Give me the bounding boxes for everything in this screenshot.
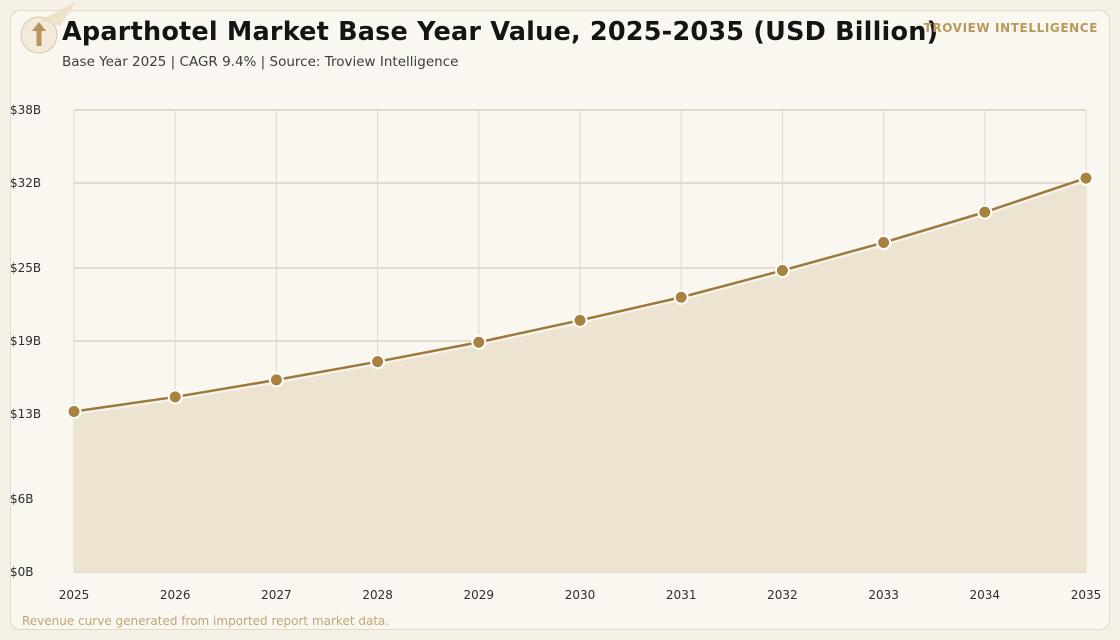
- area-fill: [74, 178, 1086, 572]
- x-tick-label: 2027: [261, 588, 292, 602]
- area-fill-group: [74, 178, 1086, 572]
- chart-title: Aparthotel Market Base Year Value, 2025-…: [62, 17, 939, 47]
- data-point: [471, 334, 487, 350]
- up-arrow-icon: [20, 16, 58, 54]
- brand-label: TROVIEW INTELLIGENCE: [923, 21, 1098, 35]
- data-points: [66, 170, 1094, 420]
- data-point: [977, 204, 993, 220]
- y-tick-label: $0B: [10, 565, 34, 579]
- data-point: [673, 289, 689, 305]
- x-tick-label: 2025: [59, 588, 90, 602]
- x-tick-label: 2034: [970, 588, 1001, 602]
- logo-flare: [40, 2, 76, 26]
- x-tick-label: 2032: [767, 588, 798, 602]
- x-axis-ticks: 2025 2026 2027 2028 2029 2030 2031 2032 2033 2034…: [59, 588, 1102, 602]
- x-tick-label: 2026: [160, 588, 191, 602]
- x-tick-label: 2030: [565, 588, 596, 602]
- data-point: [774, 262, 790, 278]
- x-tick-label: 2031: [666, 588, 697, 602]
- data-point: [1078, 170, 1094, 186]
- y-tick-label: $13B: [10, 407, 41, 421]
- chart-subtitle: Base Year 2025 | CAGR 9.4% | Source: Tro…: [62, 54, 459, 70]
- x-tick-label: 2035: [1071, 588, 1102, 602]
- y-tick-label: $38B: [10, 103, 41, 117]
- x-tick-label: 2029: [464, 588, 495, 602]
- y-tick-label: $25B: [10, 261, 41, 275]
- y-tick-label: $32B: [10, 176, 41, 190]
- data-point: [370, 354, 386, 370]
- y-tick-label: $19B: [10, 334, 41, 348]
- footnote: Revenue curve generated from imported re…: [22, 614, 390, 628]
- x-tick-label: 2033: [868, 588, 899, 602]
- data-point: [167, 389, 183, 405]
- data-point: [876, 235, 892, 251]
- data-point: [66, 404, 82, 420]
- y-tick-label: $6B: [10, 492, 34, 506]
- data-point: [572, 312, 588, 328]
- y-axis-ticks: $0B $6B $13B $19B $25B $32B $38B: [10, 103, 41, 579]
- x-tick-label: 2028: [362, 588, 393, 602]
- data-point: [268, 372, 284, 388]
